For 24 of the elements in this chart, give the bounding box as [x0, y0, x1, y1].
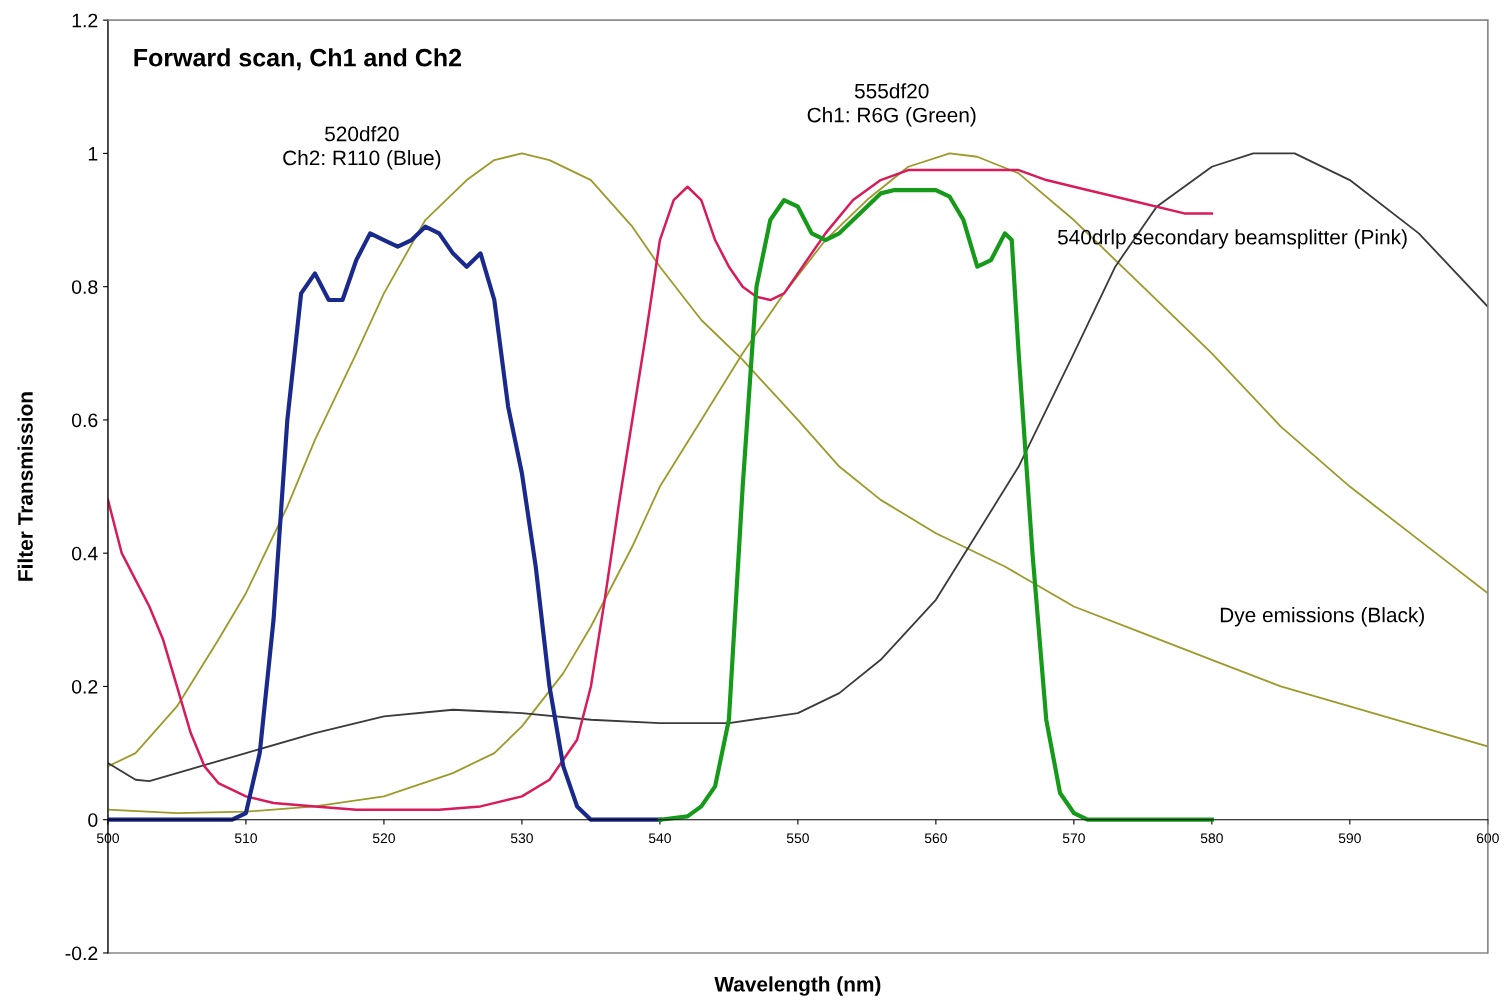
y-tick-label: 0 [88, 813, 98, 827]
y-tick-label: -0.2 [65, 946, 98, 961]
text: Forward scan, Ch1 and Ch2 [134, 48, 462, 71]
y-tick-label: 0.4 [71, 546, 98, 561]
x-tick-label: 580 [1200, 833, 1223, 844]
annotation: Dye emissions (Black) [1220, 607, 1424, 627]
y-tick-label: 0.8 [71, 280, 98, 294]
x-tick-label: 570 [1062, 833, 1085, 844]
annotation: 555df20 Ch1: R6G (Green) [807, 83, 976, 127]
x-tick-label: 520 [372, 833, 395, 844]
y-tick-label: 1 [88, 147, 98, 161]
x-tick-label: 530 [510, 833, 533, 844]
x-axis-title: Wavelength (nm) [714, 976, 881, 996]
annotation: 520df20 Ch2: R110 (Blue) [283, 126, 441, 170]
y-tick-label: 0.2 [71, 679, 98, 694]
y-tick-label: 0.6 [71, 413, 98, 428]
x-tick-label: 560 [924, 833, 947, 844]
x-tick-label: 600 [1476, 833, 1499, 844]
x-tick-label: 540 [648, 833, 671, 844]
x-tick-label: 510 [234, 833, 257, 844]
y-axis-title: Filter Transmission [17, 392, 33, 581]
x-tick-label: 550 [786, 833, 809, 844]
y-tick-label: 1.2 [72, 13, 98, 28]
x-tick-label: 590 [1338, 833, 1361, 844]
